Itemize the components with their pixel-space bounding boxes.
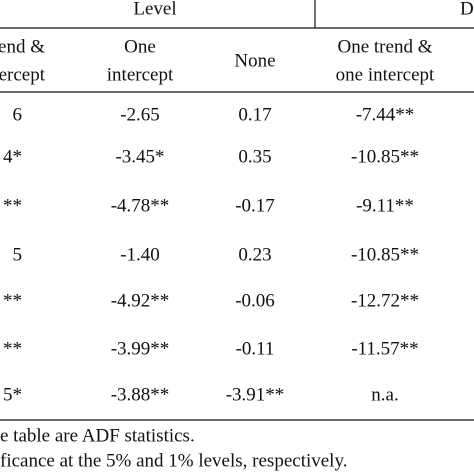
table-cell: -7.44** [356,104,415,125]
table-cell: -11.57** [351,338,418,359]
table-cell: 5* [3,384,22,405]
table-cell: -12.72** [351,290,419,311]
table-cell: 5 [13,244,23,265]
column-header: One [124,36,156,57]
table-cell: 0.23 [238,244,271,265]
group-header: Level [133,0,176,19]
column-header: one intercept [336,64,435,85]
table-cell: ** [3,338,22,359]
footnote: e table are ADF statistics. [0,425,195,446]
table-cell: -3.91** [226,384,285,405]
group-header: D [460,0,474,19]
table-cell: -10.85** [351,146,419,167]
table-cell: -3.99** [111,338,170,359]
column-header: One trend & [338,36,433,57]
table-cell: -3.88** [111,384,170,405]
table-cell: 0.35 [238,146,271,167]
table-cell: -4.78** [111,195,170,216]
column-header: intercept [107,64,174,85]
table-cell: ** [3,195,22,216]
column-header: None [234,50,275,71]
table-cell: n.a. [371,384,398,405]
footnote: ficance at the 5% and 1% levels, respect… [0,450,347,471]
table-cell: -9.11** [356,195,414,216]
table-cell: -0.11 [236,338,275,359]
table-cell: -2.65 [120,104,160,125]
column-header: ntercept [0,64,46,85]
table-cell: -1.40 [120,244,160,265]
table-cell: 0.17 [238,104,271,125]
table-cell: -0.17 [235,195,275,216]
table-cell: -0.06 [235,290,275,311]
table-cell: -10.85** [351,244,419,265]
table-cell: 6 [13,104,23,125]
column-header: rend & [0,36,45,57]
table-cell: 4* [3,146,22,167]
table-cell: -3.45* [115,146,164,167]
table-cell: -4.92** [111,290,170,311]
table-cell: ** [3,290,22,311]
